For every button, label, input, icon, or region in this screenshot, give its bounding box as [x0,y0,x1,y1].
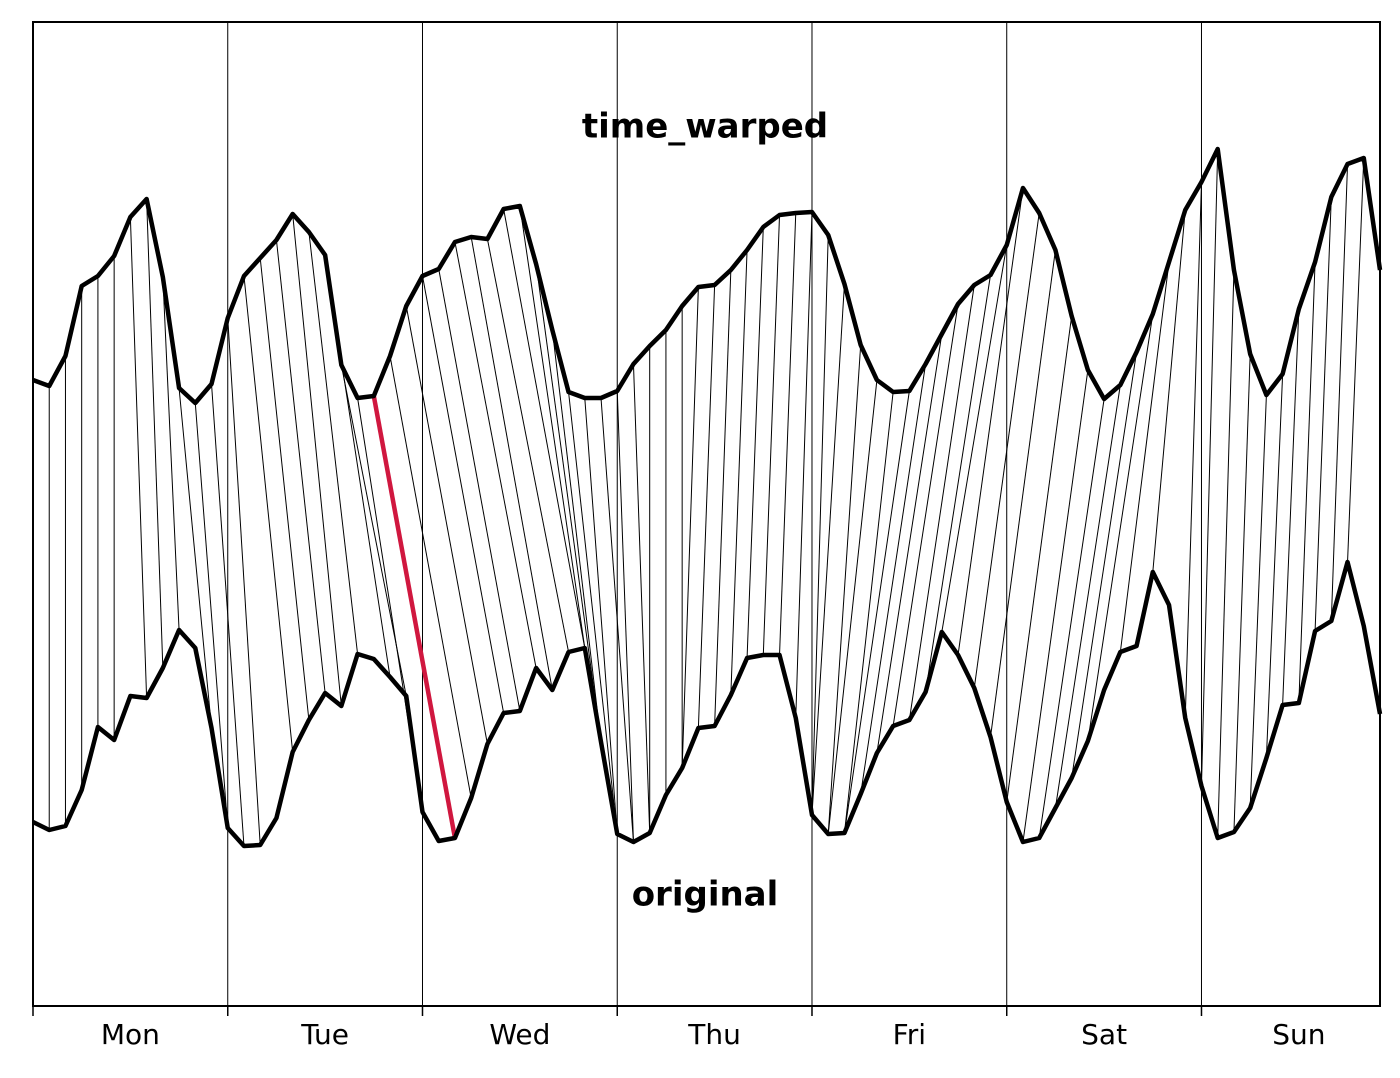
warp-connection [827,379,878,835]
warp-connection [178,387,213,729]
warp-connection [746,226,764,659]
warp-connection [990,249,1056,738]
warp-connection [843,390,910,834]
warp-connection [227,317,261,846]
warp-connection [551,329,602,743]
warp-connection [1119,261,1170,653]
warp-connection [162,276,180,631]
warp-connection [1022,369,1089,843]
warp-connection [892,303,959,727]
x-tick-label: Tue [300,1018,349,1051]
warp-connection [779,212,797,656]
x-tick-label: Sun [1272,1018,1325,1051]
x-tick-label: Wed [489,1018,550,1051]
warp-connection [1249,394,1267,809]
warp-connection [600,397,634,843]
warp-connection [860,363,927,795]
warp-connection [616,390,634,843]
warp-connection [389,355,472,799]
x-tick-label: Mon [101,1018,160,1051]
x-tick-label: Thu [687,1018,741,1051]
warp-connection [681,286,699,769]
series-line [32,559,1383,849]
warp-connection [486,238,570,653]
warp-connection [211,383,245,847]
warp-connection [1006,315,1073,803]
warp-connection [584,397,618,835]
warp-connection [632,363,651,834]
series-line [32,146,1383,406]
warp-connection [1298,261,1316,704]
warp-connection [535,263,602,743]
warp-connection [811,234,829,816]
warp-connection [1200,148,1219,787]
warp-connection [1330,163,1349,622]
warp-connection [1071,351,1138,779]
warp-connection [795,211,813,719]
warp-connection [1282,308,1300,706]
warp-connection [259,257,310,721]
warp-connection [714,269,732,727]
warp-connection [1184,181,1202,719]
plot-frame [32,21,1381,1007]
warp-connection [243,275,294,753]
warp-connection [1265,373,1284,759]
warp-connection [843,391,894,834]
warp-connection [519,205,586,649]
warp-connection [194,402,229,829]
warp-connection [730,249,748,696]
warp-connection [1054,384,1121,809]
warp-connection [941,244,1008,633]
warp-connection [827,344,862,835]
warp-connection [925,274,992,693]
warp-connection [470,236,553,691]
warp-connection [422,275,505,714]
x-tick-label: Fri [893,1018,926,1051]
warp-connection [1217,269,1235,839]
highlight-connection [371,395,458,839]
warp-connection [308,231,359,655]
warp-connection [697,284,716,729]
warp-connection [876,333,943,754]
warp-connection [973,212,1040,689]
warp-connection [454,241,537,669]
warp-connection [957,187,1024,656]
annotation: time_warped [582,107,828,147]
warp-connection [292,213,342,707]
warp-connection [1347,157,1365,563]
warp-connection [762,214,781,656]
warp-connection [568,391,618,835]
warp-connection [438,268,521,712]
annotation: original [632,875,779,915]
warp-connection [1314,196,1332,632]
warp-connection [1038,398,1105,839]
warp-connection [503,208,586,649]
warp-connection [811,283,845,816]
warp-connection [908,284,975,721]
warp-connection [275,239,326,694]
x-tick-label: Sat [1081,1018,1127,1051]
warp-connection [1087,313,1154,742]
warp-connection [146,198,164,669]
warp-connection [1233,353,1251,833]
warp-connection [405,305,488,745]
warp-connection [129,216,148,699]
warp-connection [1152,209,1186,573]
